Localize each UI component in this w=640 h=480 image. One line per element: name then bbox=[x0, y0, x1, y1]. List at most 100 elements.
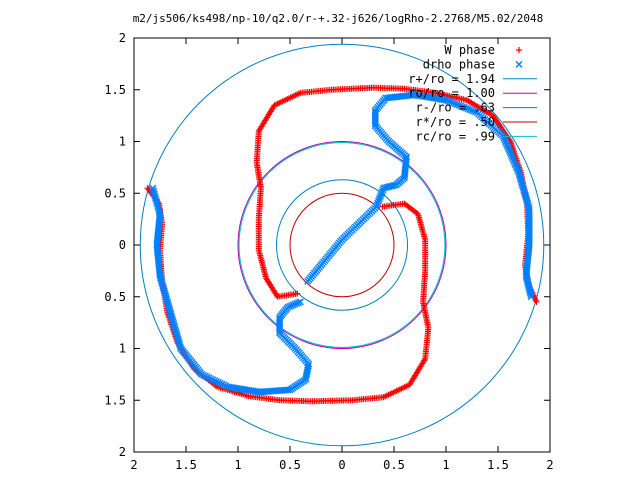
drho-phase-point bbox=[376, 193, 384, 201]
x-tick-label: 0.5 bbox=[383, 458, 405, 472]
drho-phase-point bbox=[287, 302, 295, 310]
drho-phase-point bbox=[152, 194, 160, 202]
drho-phase-point bbox=[448, 98, 456, 106]
drho-phase-point bbox=[293, 299, 301, 307]
drho-phase-point bbox=[444, 97, 452, 105]
drho-phase-point bbox=[501, 136, 509, 144]
drho-phase-point bbox=[372, 203, 380, 211]
x-tick-label: 2 bbox=[130, 458, 137, 472]
drho-phase-point bbox=[152, 196, 160, 204]
circle-1 bbox=[237, 141, 447, 349]
drho-phase-point bbox=[511, 159, 519, 167]
legend-swatch bbox=[516, 47, 522, 53]
radius-circles bbox=[139, 43, 545, 447]
y-tick-label: 0.5 bbox=[104, 290, 126, 304]
y-tick-label: 0 bbox=[119, 238, 126, 252]
x-tick-label: 2 bbox=[546, 458, 553, 472]
y-tick-label: 0.5 bbox=[104, 186, 126, 200]
drho-phase-point bbox=[512, 163, 520, 171]
drho-phase-point bbox=[460, 103, 468, 111]
w-phase-point bbox=[533, 298, 540, 305]
drho-phase-point bbox=[155, 208, 163, 216]
legend-label: W phase bbox=[444, 43, 495, 57]
drho-phase-point bbox=[153, 198, 161, 206]
drho-phase-point bbox=[464, 105, 472, 113]
drho-phase-point bbox=[507, 150, 515, 158]
w-phase-point bbox=[144, 185, 151, 192]
y-tick-label: 1 bbox=[119, 135, 126, 149]
drho-phase-point bbox=[156, 210, 164, 218]
legend-label: r*/ro = .50 bbox=[416, 115, 495, 129]
x-tick-label: 1.5 bbox=[175, 458, 197, 472]
y-tick-label: 1.5 bbox=[104, 393, 126, 407]
drho-phase-point bbox=[504, 143, 512, 151]
drho-phase-point bbox=[509, 154, 517, 162]
axis-ticks: 2 1.5 1 0.5 0 0.5 1 1.5 221.510.500.511.52 bbox=[104, 31, 553, 472]
drho-phase-point bbox=[468, 106, 476, 114]
x-tick-label: 0.5 bbox=[279, 458, 301, 472]
legend-swatch bbox=[515, 60, 523, 68]
drho-phase-point bbox=[514, 167, 522, 175]
drho-phase-point bbox=[527, 293, 535, 301]
y-tick-label: 2 bbox=[119, 445, 126, 459]
drho-phase-point bbox=[153, 200, 161, 208]
drho-phase-point bbox=[149, 184, 157, 192]
drho-phase-point bbox=[151, 192, 159, 200]
legend-label: r+/ro = 1.94 bbox=[408, 72, 495, 86]
drho-phase-point bbox=[502, 140, 510, 148]
drho-phase-point bbox=[466, 106, 474, 114]
drho-phase-point bbox=[513, 165, 521, 173]
drho-phase-point bbox=[503, 141, 511, 149]
drho-phase-point bbox=[446, 98, 454, 106]
drho-phase-point bbox=[453, 100, 461, 108]
phase-markers bbox=[144, 84, 540, 405]
y-tick-label: 1 bbox=[119, 342, 126, 356]
drho-phase-point bbox=[509, 156, 517, 164]
legend-label: drho phase bbox=[423, 57, 495, 71]
drho-phase-point bbox=[377, 192, 385, 200]
drho-phase-point bbox=[508, 152, 516, 160]
drho-phase-point bbox=[150, 188, 158, 196]
circle-2 bbox=[275, 179, 409, 311]
drho-phase-point bbox=[457, 102, 465, 110]
drho-phase-point bbox=[510, 158, 518, 166]
drho-phase-point bbox=[149, 186, 157, 194]
drho-phase-point bbox=[502, 138, 510, 146]
drho-phase-point bbox=[295, 299, 303, 307]
drho-phase-point bbox=[150, 190, 158, 198]
drho-phase-point bbox=[377, 190, 385, 198]
x-tick-label: 1 bbox=[442, 458, 449, 472]
chart-title: m2/js506/ks498/np-10/q2.0/r-+.32-j626/lo… bbox=[133, 12, 544, 25]
drho-phase-point bbox=[459, 103, 467, 111]
drho-phase-point bbox=[527, 291, 535, 299]
drho-phase-point bbox=[375, 197, 382, 205]
circle-0 bbox=[139, 43, 545, 447]
y-tick-label: 1.5 bbox=[104, 83, 126, 97]
drho-phase-point bbox=[374, 199, 382, 207]
x-tick-label: 0 bbox=[338, 458, 345, 472]
drho-phase-point bbox=[296, 298, 304, 306]
drho-phase-point bbox=[154, 202, 162, 210]
drho-phase-point bbox=[512, 161, 520, 169]
drho-phase-point bbox=[226, 383, 234, 391]
circle-4 bbox=[238, 142, 446, 348]
drho-phase-point bbox=[155, 206, 163, 214]
drho-phase-point bbox=[505, 147, 513, 155]
legend-label: ro/ro = 1.00 bbox=[408, 86, 495, 100]
drho-phase-point bbox=[442, 96, 450, 104]
drho-phase-point bbox=[455, 101, 463, 109]
drho-phase-point bbox=[291, 300, 299, 308]
drho-phase-point bbox=[154, 204, 162, 212]
y-tick-label: 2 bbox=[119, 31, 126, 45]
x-tick-label: 1 bbox=[234, 458, 241, 472]
drho-phase-point bbox=[462, 104, 470, 112]
drho-phase-point bbox=[471, 108, 479, 116]
drho-phase-point bbox=[289, 301, 297, 309]
drho-phase-point bbox=[449, 99, 457, 107]
drho-phase-point bbox=[505, 145, 513, 153]
drho-phase-point bbox=[375, 195, 383, 203]
drho-phase-point bbox=[373, 201, 381, 209]
circle-3 bbox=[289, 192, 395, 298]
